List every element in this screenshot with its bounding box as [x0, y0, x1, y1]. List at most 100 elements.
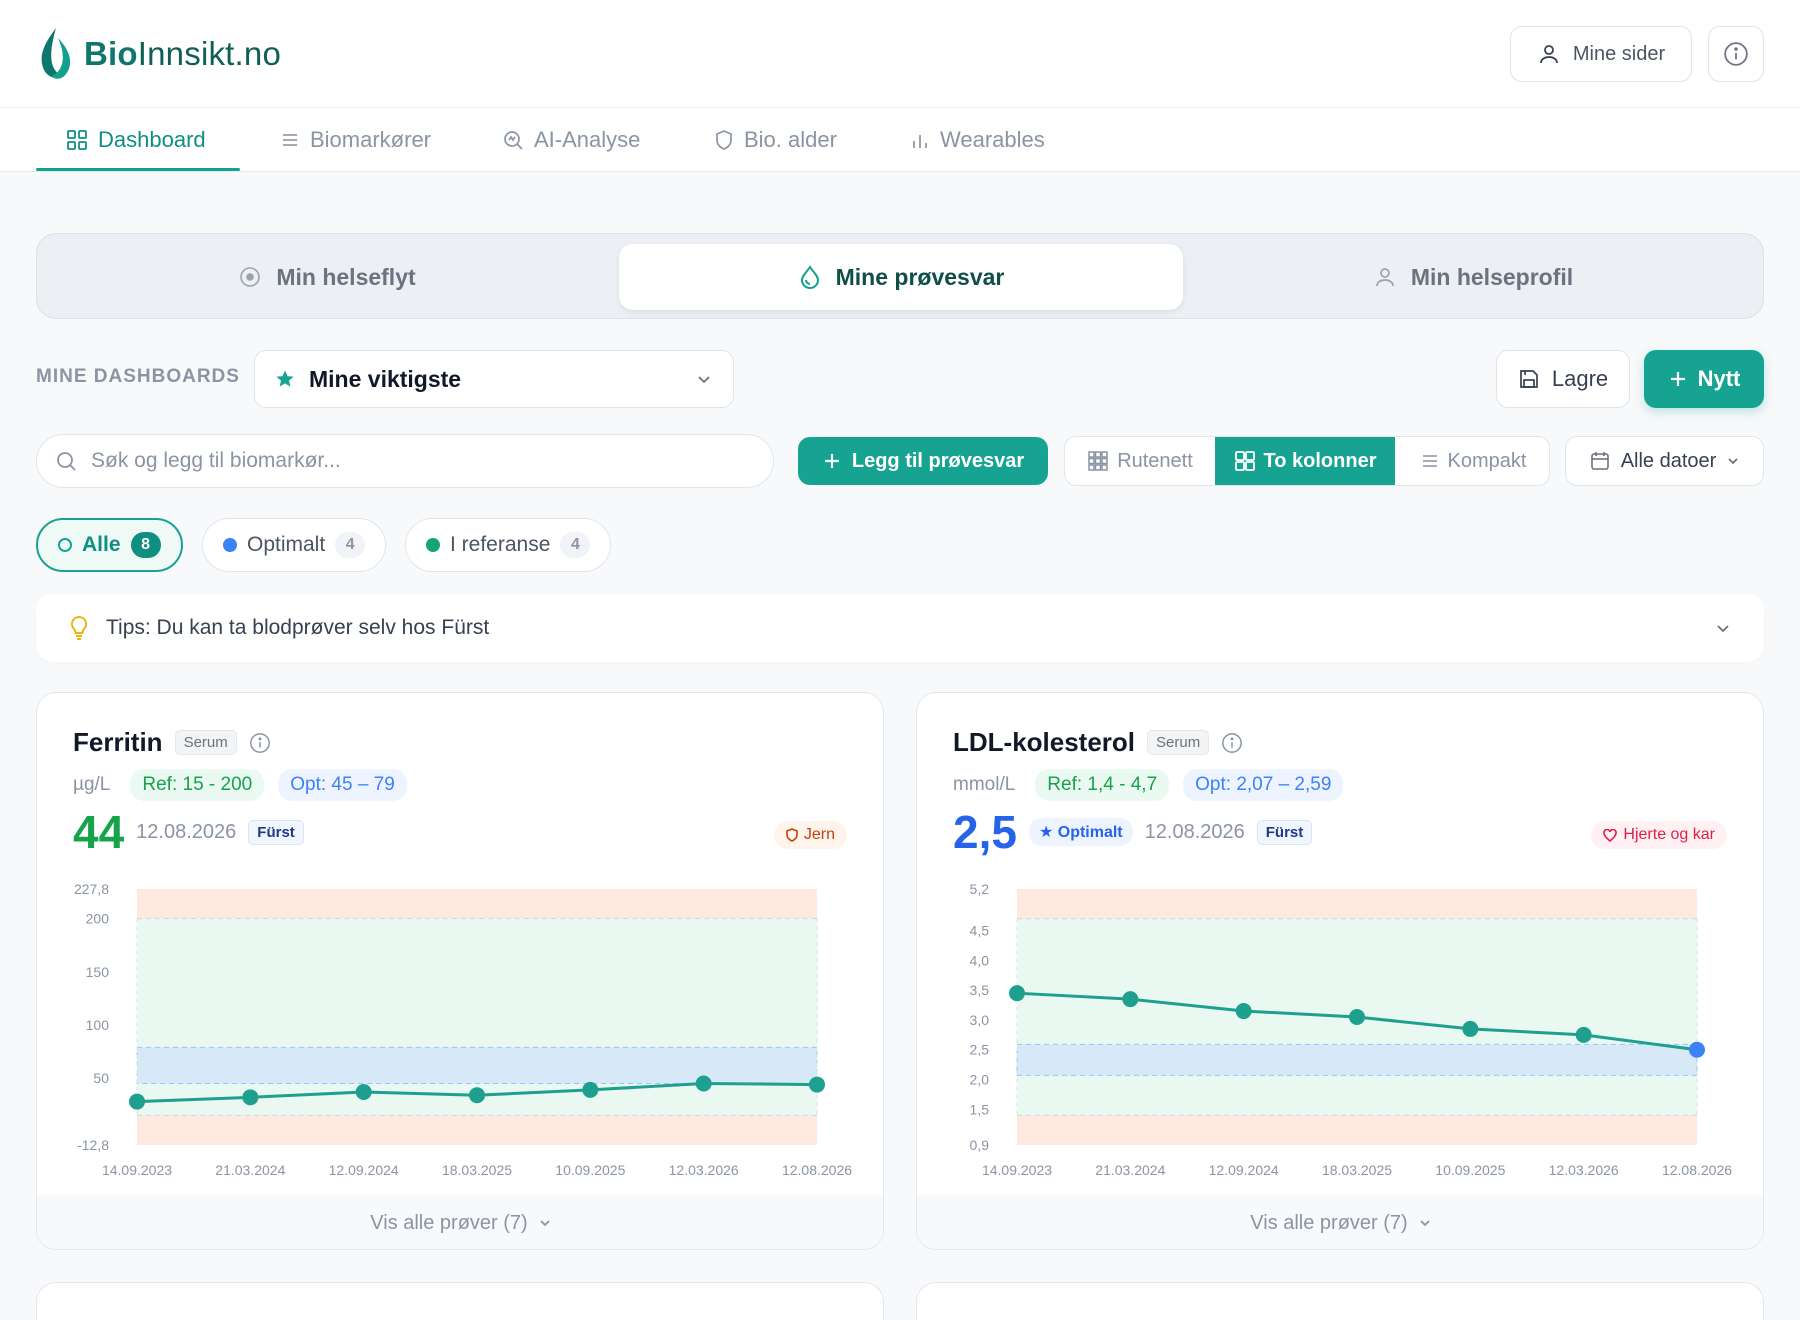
data-point [469, 1087, 485, 1104]
data-point [1689, 1041, 1705, 1058]
source-tag: Fürst [248, 819, 304, 845]
heart-icon [1603, 828, 1618, 842]
range-row: µg/L Ref: 15 - 200 Opt: 45 – 79 [73, 769, 407, 801]
view-label: Kompakt [1447, 449, 1527, 472]
y-tick-label: 3,0 [970, 1012, 990, 1028]
chevron-down-icon [1717, 625, 1729, 633]
segment-min-helseprofil[interactable]: Min helseprofil [1193, 244, 1753, 310]
tab-label: Biomarkører [310, 127, 432, 152]
filter-optimalt[interactable]: Optimalt 4 [202, 518, 387, 572]
chevron-down-icon [1728, 458, 1738, 465]
filter-label: Optimalt [247, 533, 326, 556]
date-filter-label: Alle datoer [1620, 449, 1717, 472]
search-input[interactable] [91, 449, 731, 473]
date-filter-select[interactable]: Alle datoer [1565, 436, 1764, 486]
y-tick-label: 200 [86, 911, 110, 927]
tips-banner[interactable]: Tips: Du kan ta blodprøver selv hos Fürs… [36, 594, 1764, 662]
y-tick-label: 5,2 [970, 881, 990, 897]
tab-dashboard[interactable]: Dashboard [66, 108, 206, 172]
y-tick-label: 150 [86, 964, 110, 980]
dashboard-select[interactable]: Mine viktigste [254, 350, 734, 408]
category-tag[interactable]: Hjerte og kar [1591, 821, 1727, 849]
dashboards-label: MINE DASHBOARDS [36, 366, 240, 387]
view-label: To kolonner [1263, 449, 1377, 472]
blue-dot-icon [223, 538, 237, 552]
trend-chart[interactable]: 5,2 4,5 4,0 3,5 3,0 2,5 2,0 1,5 0,9 14.09.2023 21.… [917, 877, 1764, 1197]
tab-biomarkorer[interactable]: Biomarkører [280, 108, 431, 172]
latest-value: 44 [73, 806, 125, 858]
show-all-label: Vis alle prøver (7) [370, 1211, 528, 1234]
flow-icon [240, 267, 261, 287]
save-dashboard-button[interactable]: Lagre [1496, 350, 1630, 408]
tab-label: Wearables [940, 127, 1045, 152]
filter-count: 4 [335, 532, 366, 558]
new-label: Nytt [1697, 366, 1741, 391]
add-result-button[interactable]: Legg til prøvesvar [798, 437, 1048, 485]
latest-date: 12.08.2026 [136, 820, 237, 843]
tab-wearables[interactable]: Wearables [910, 108, 1045, 172]
info-icon[interactable] [249, 732, 271, 754]
filter-label: I referanse [450, 533, 551, 556]
segment-label: Min helseprofil [1410, 263, 1574, 290]
opt-range-pill: Opt: 45 – 79 [278, 769, 407, 801]
segment-mine-provesvar[interactable]: Mine prøvesvar [619, 244, 1183, 310]
chevron-down-icon [1420, 1220, 1430, 1227]
filter-count: 8 [130, 532, 161, 558]
save-icon [1520, 370, 1538, 388]
y-tick-label: 2,5 [970, 1042, 990, 1058]
brand-name: BioInnsikt.no [84, 35, 282, 72]
trend-chart[interactable]: 227,8 200 150 100 50 -12,8 14.09.2023 21.03.202… [37, 877, 884, 1197]
active-tab-indicator [36, 168, 240, 171]
view-rutenett[interactable]: Rutenett [1065, 437, 1215, 485]
x-tick-label: 10.09.2025 [555, 1162, 625, 1178]
filter-i-referanse[interactable]: I referanse 4 [405, 518, 612, 572]
category-tag[interactable]: Jern [773, 821, 847, 849]
view-kompakt[interactable]: Kompakt [1395, 437, 1549, 485]
tab-bio-alder[interactable]: Bio. alder [714, 108, 837, 172]
y-tick-label: 100 [86, 1017, 110, 1033]
opt-range-pill: Opt: 2,07 – 2,59 [1183, 769, 1344, 801]
biomarker-card-ferritin: Ferritin Serum µg/L Ref: 15 - 200 Opt: 4… [36, 692, 884, 1250]
data-point [1235, 1003, 1252, 1020]
dashboard-selected-label: Mine viktigste [309, 365, 462, 392]
category-label: Hjerte og kar [1623, 826, 1715, 843]
mine-sider-label: Mine sider [1572, 42, 1666, 65]
x-tick-label: 12.08.2026 [782, 1162, 852, 1178]
y-tick-label: 0,9 [970, 1137, 990, 1153]
filter-count: 4 [560, 532, 591, 558]
grid4-icon [1234, 451, 1255, 471]
view-to-kolonner[interactable]: To kolonner [1215, 437, 1395, 485]
biomarker-card-ldl: LDL-kolesterol Serum mmol/L Ref: 1,4 - 4… [916, 692, 1764, 1250]
segment-min-helseflyt[interactable]: Min helseflyt [47, 244, 607, 310]
biomarker-card-partial [36, 1282, 884, 1320]
circle-outline-icon [58, 538, 72, 552]
search-icon [57, 452, 76, 471]
segment-label: Min helseflyt [276, 263, 416, 290]
segment-label: Mine prøvesvar [835, 263, 1005, 290]
tab-ai-analyse[interactable]: AI-Analyse [502, 108, 640, 172]
info-icon[interactable] [1221, 732, 1243, 754]
biomarker-search[interactable] [36, 434, 774, 488]
y-tick-label: 227,8 [74, 881, 109, 897]
new-dashboard-button[interactable]: Nytt [1644, 350, 1764, 408]
show-all-tests-button[interactable]: Vis alle prøver (7) [37, 1195, 883, 1249]
optimal-range-band [1016, 1043, 1698, 1076]
data-point [582, 1081, 599, 1098]
view-toggle: Rutenett To kolonner Kompakt [1064, 436, 1550, 486]
data-point [129, 1093, 145, 1110]
grid-icon [67, 130, 87, 150]
card-title-row: LDL-kolesterol Serum [953, 727, 1243, 758]
reference-range-band [137, 918, 817, 1116]
info-button[interactable] [1708, 26, 1764, 82]
data-point [695, 1075, 712, 1092]
sample-tag: Serum [1147, 730, 1210, 755]
chevron-down-icon [540, 1220, 550, 1227]
x-tick-label: 14.09.2023 [102, 1162, 172, 1178]
filter-alle[interactable]: Alle 8 [36, 518, 183, 572]
mine-sider-button[interactable]: Mine sider [1510, 26, 1692, 82]
brand-logo[interactable]: BioInnsikt.no [36, 26, 281, 82]
show-all-tests-button[interactable]: Vis alle prøver (7) [917, 1195, 1763, 1249]
data-point [242, 1089, 259, 1106]
y-tick-label: 2,0 [970, 1072, 990, 1088]
x-tick-label: 12.09.2024 [1209, 1162, 1279, 1178]
